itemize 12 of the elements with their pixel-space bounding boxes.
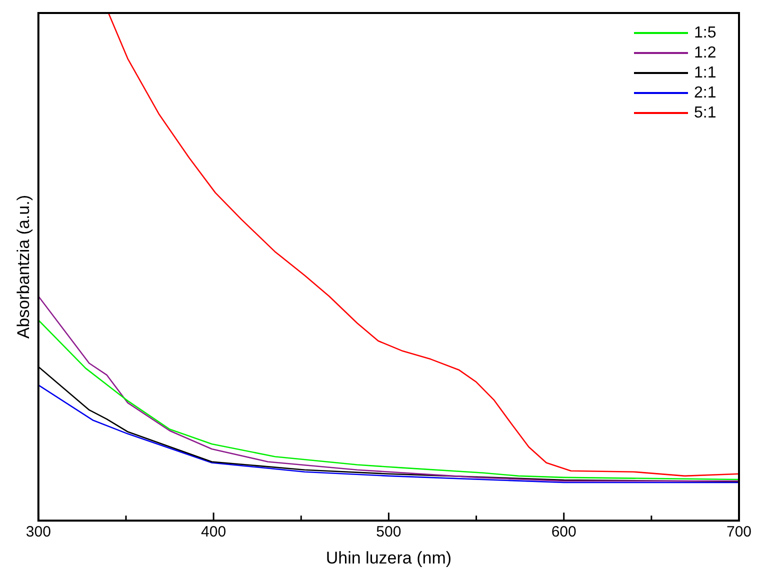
legend-label: 1:1 [694,64,716,82]
x-tick-label: 600 [551,524,576,541]
x-axis-title: Uhin luzera (nm) [326,548,452,568]
x-tick-label: 300 [26,524,51,541]
y-axis-title: Absorbantzia (a.u.) [14,194,33,339]
x-tick-label: 500 [376,524,402,541]
legend-label: 1:2 [694,44,716,62]
legend-label: 2:1 [694,84,716,102]
legend-label: 5:1 [694,104,716,122]
x-tick-label: 700 [726,524,752,541]
legend-label: 1:5 [694,24,716,42]
x-tick-label: 400 [201,524,226,541]
